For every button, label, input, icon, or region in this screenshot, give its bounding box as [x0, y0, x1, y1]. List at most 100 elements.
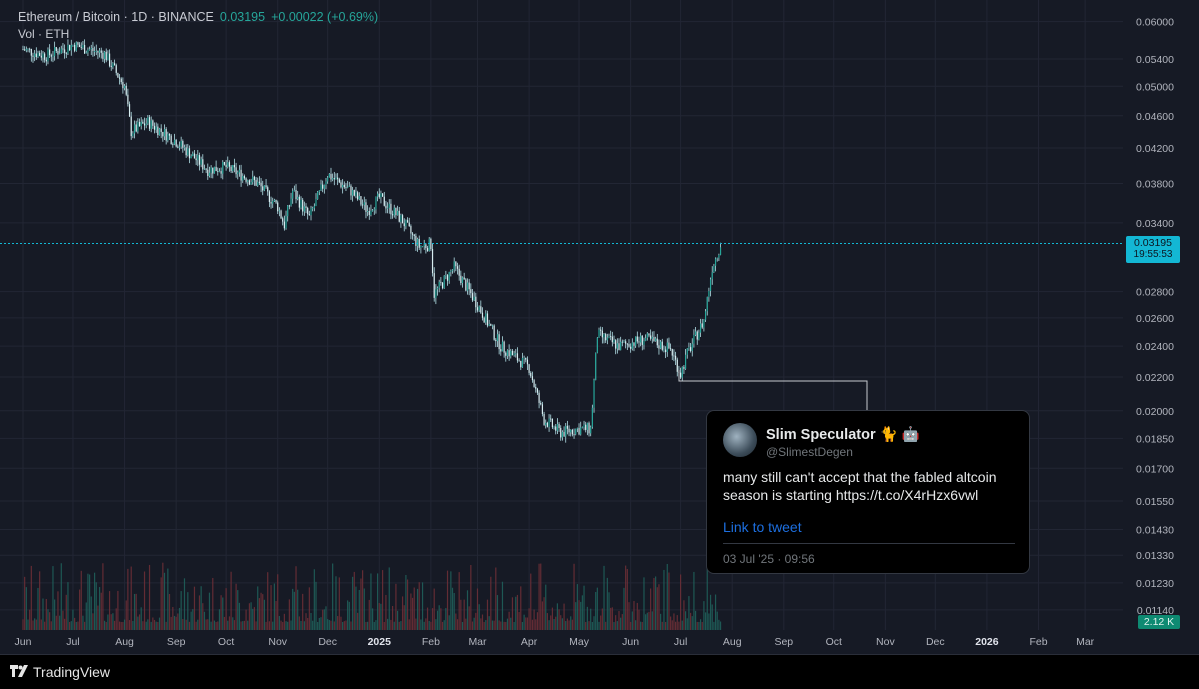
volume-bar	[307, 617, 309, 630]
volume-bar	[675, 621, 677, 630]
volume-bar	[54, 599, 56, 630]
tweet-link[interactable]: Link to tweet	[723, 519, 802, 535]
candle-body	[698, 332, 700, 340]
candle-body	[265, 185, 267, 188]
volume-bar	[448, 615, 450, 630]
volume-bar	[536, 612, 539, 630]
volume-bar	[353, 571, 355, 630]
volume-bar	[64, 618, 66, 630]
volume-bar	[27, 619, 29, 630]
volume-bar	[660, 613, 662, 630]
volume-bar	[337, 616, 339, 630]
volume-bar	[72, 609, 74, 630]
volume-bar	[110, 614, 112, 630]
candle-body	[581, 427, 583, 428]
candle-body	[352, 190, 354, 196]
volume-bar	[265, 621, 267, 630]
volume-bar	[553, 618, 555, 630]
volume-bar	[475, 612, 477, 630]
volume-bar	[468, 606, 470, 630]
volume-bar	[150, 621, 152, 630]
candle-body	[168, 134, 171, 136]
avatar[interactable]	[723, 423, 757, 457]
volume-bar	[420, 619, 422, 630]
volume-bar	[621, 614, 623, 630]
volume-bar	[138, 614, 141, 630]
volume-bar	[333, 621, 335, 630]
candle-body	[435, 289, 437, 298]
volume-bar	[486, 599, 489, 630]
volume-bar	[679, 574, 682, 630]
volume-bar	[308, 587, 310, 630]
volume-bar	[611, 607, 613, 630]
x-tick-label: Mar	[468, 636, 487, 648]
candle-body	[543, 414, 545, 425]
volume-bar	[543, 597, 545, 630]
volume-bar	[718, 619, 720, 630]
candle-body	[152, 120, 154, 126]
x-tick-label: Aug	[115, 636, 134, 648]
header-price: 0.03195	[219, 10, 266, 24]
tradingview-brand[interactable]: TradingView	[33, 664, 111, 680]
tweet-divider	[723, 543, 1015, 544]
volume-bar	[47, 609, 49, 630]
candle-body	[355, 192, 357, 196]
candle-body	[358, 196, 360, 200]
volume-bar	[295, 566, 297, 630]
candle-body	[618, 343, 620, 351]
volume-bar	[626, 569, 628, 630]
last-price-tag: 0.03195 19:55:53	[1126, 236, 1180, 263]
volume-bar	[302, 593, 304, 630]
volume-bar	[606, 577, 608, 630]
volume-bar	[293, 591, 295, 630]
volume-bar	[190, 611, 192, 630]
tweet-author-handle[interactable]: @SlimestDegen	[766, 445, 853, 459]
candle-body	[631, 342, 633, 349]
candle-body	[633, 342, 635, 346]
volume-bar	[596, 587, 598, 630]
volume-bar	[117, 590, 119, 630]
candle-body	[118, 77, 121, 79]
candle-body	[87, 49, 89, 53]
volume-bar	[671, 620, 673, 630]
volume-bar	[44, 621, 46, 630]
volume-bar	[635, 620, 637, 630]
candle-body	[377, 193, 379, 197]
volume-bar	[648, 611, 650, 630]
header-change: +0.00022 (+0.69%)	[271, 10, 379, 24]
tweet-author-name[interactable]: Slim Speculator 🐈 🤖	[766, 427, 920, 443]
candle-body	[611, 336, 613, 343]
tradingview-logo-icon[interactable]	[10, 665, 30, 679]
volume-bar	[531, 619, 534, 630]
volume-bar	[530, 573, 532, 630]
candle-body	[123, 85, 126, 89]
candle-body	[408, 222, 410, 227]
volume-bar	[380, 603, 382, 630]
volume-bar	[383, 621, 385, 630]
candle-body	[603, 334, 605, 338]
volume-bar	[456, 619, 459, 630]
candle-body	[337, 177, 339, 180]
candle-body	[571, 429, 573, 435]
candle-body	[122, 82, 124, 89]
volume-bar	[575, 602, 577, 630]
y-tick-label: 0.01550	[1136, 496, 1174, 508]
volume-bar	[140, 607, 142, 630]
volume-bar	[130, 566, 132, 630]
x-tick-label: Jun	[622, 636, 639, 648]
candle-body	[165, 129, 167, 141]
candle-body	[503, 341, 505, 353]
candle-body	[257, 181, 259, 186]
candle-body	[227, 162, 229, 167]
volume-bar	[709, 594, 712, 630]
volume-bar	[463, 599, 465, 630]
candle-body	[681, 366, 683, 378]
volume-bar	[625, 565, 627, 630]
volume-bar	[370, 573, 372, 630]
candle-body	[595, 352, 597, 381]
y-tick-label: 0.02400	[1136, 341, 1174, 353]
candle-body	[375, 196, 377, 210]
candle-body	[228, 162, 231, 167]
volume-bar	[616, 621, 618, 630]
volume-bar	[453, 593, 455, 630]
